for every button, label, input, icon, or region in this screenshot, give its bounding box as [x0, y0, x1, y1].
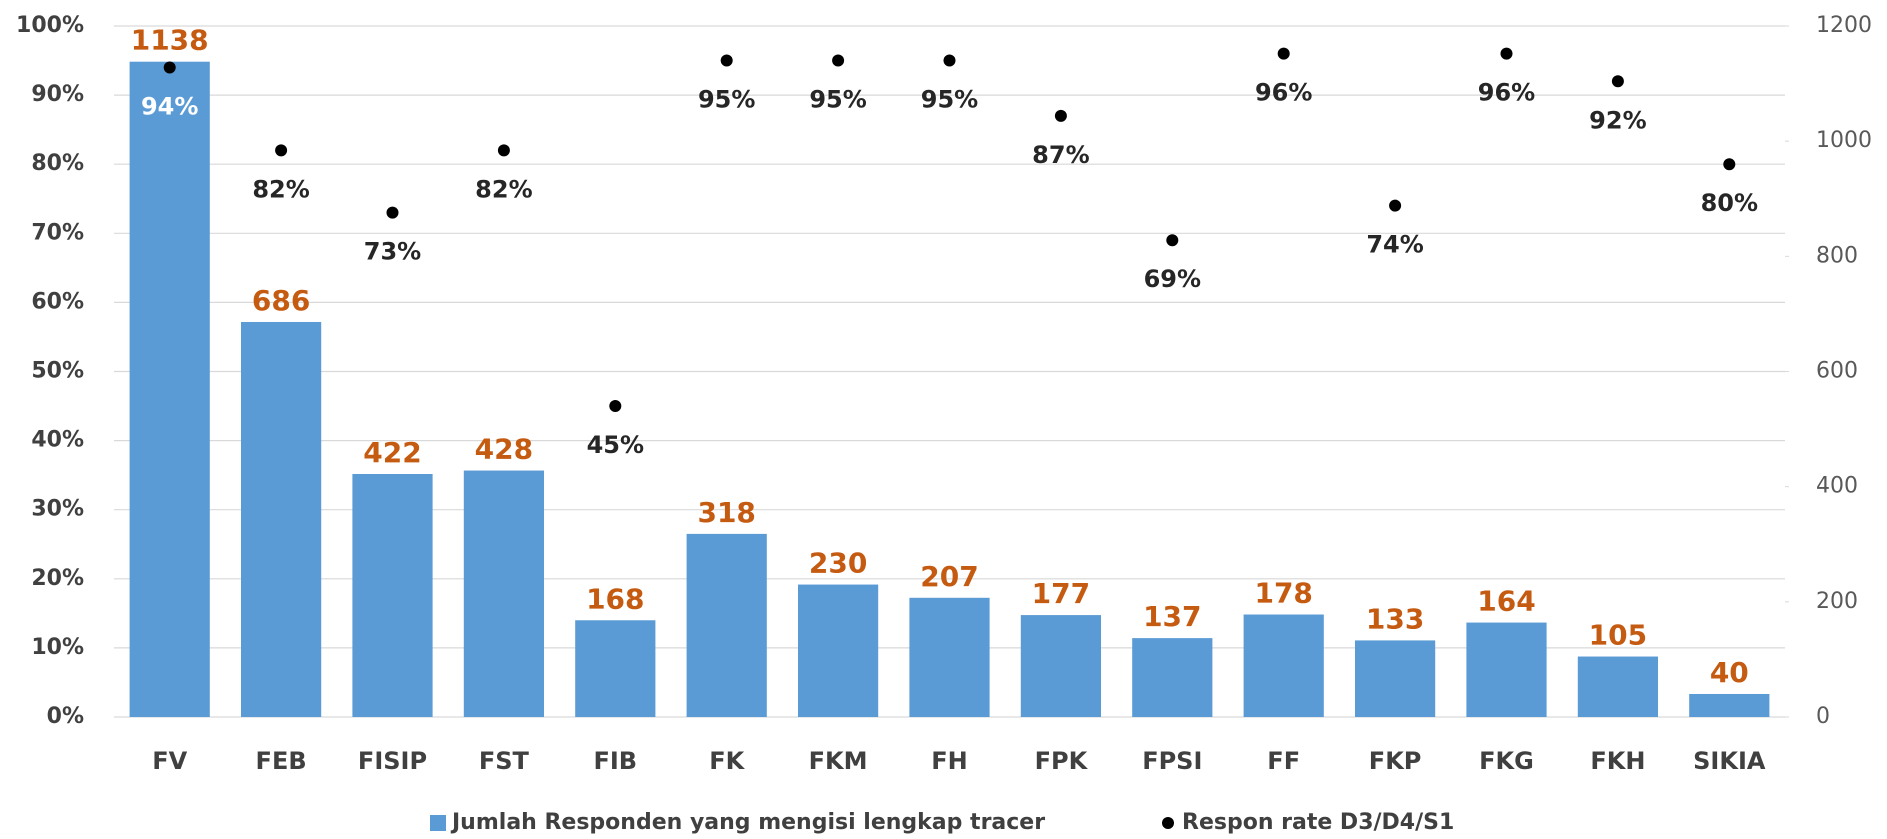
- dot: [1278, 48, 1290, 60]
- dot-value-label: 96%: [1255, 79, 1312, 107]
- dot: [944, 55, 956, 67]
- x-tick-label: FV: [152, 747, 187, 775]
- bar-value-label: 133: [1366, 602, 1424, 635]
- legend-swatch: [1162, 817, 1174, 829]
- x-tick-label: FKH: [1590, 747, 1645, 775]
- x-tick-label: FKG: [1479, 747, 1534, 775]
- dot: [1612, 75, 1624, 87]
- dot-value-label: 95%: [809, 86, 866, 114]
- dot: [498, 144, 510, 156]
- dot: [387, 207, 399, 219]
- bar-value-label: 422: [363, 436, 421, 469]
- bar: [1689, 694, 1769, 717]
- y2-tick-label: 600: [1816, 359, 1858, 384]
- y-tick-label: 0%: [47, 704, 84, 729]
- bar-value-label: 40: [1710, 656, 1749, 689]
- y-tick-label: 10%: [31, 635, 84, 660]
- dot-value-label: 69%: [1144, 265, 1201, 293]
- x-tick-label: FPSI: [1142, 747, 1202, 775]
- x-tick-label: FEB: [256, 747, 307, 775]
- dot-value-label: 73%: [364, 238, 421, 266]
- dot: [1389, 200, 1401, 212]
- legend-swatch: [430, 815, 446, 831]
- bar: [1021, 615, 1101, 717]
- y-tick-label: 50%: [31, 359, 84, 384]
- x-tick-label: FST: [479, 747, 530, 775]
- y2-tick-label: 200: [1816, 589, 1858, 614]
- dot-value-label: 95%: [921, 86, 978, 114]
- y2-tick-label: 1200: [1816, 13, 1872, 38]
- bar: [1466, 623, 1546, 717]
- x-tick-label: FF: [1267, 747, 1300, 775]
- bar-value-label: 428: [475, 433, 533, 466]
- y-tick-label: 60%: [31, 289, 84, 314]
- x-tick-label: FKM: [809, 747, 868, 775]
- bar: [464, 471, 544, 717]
- x-tick-label: FPK: [1035, 747, 1089, 775]
- y-tick-label: 80%: [31, 151, 84, 176]
- y2-tick-label: 400: [1816, 474, 1858, 499]
- bar: [909, 598, 989, 717]
- bar-value-label: 1138: [131, 24, 209, 57]
- dot: [164, 61, 176, 73]
- bar: [1578, 657, 1658, 717]
- bar-value-label: 318: [697, 496, 755, 529]
- bar-value-label: 230: [809, 547, 867, 580]
- dot: [1501, 48, 1513, 60]
- dot-value-label: 80%: [1701, 189, 1758, 217]
- dot: [1055, 110, 1067, 122]
- dot-value-label: 95%: [698, 86, 755, 114]
- bar-value-label: 178: [1254, 577, 1312, 610]
- bar: [1244, 615, 1324, 717]
- bar: [575, 620, 655, 717]
- dot: [832, 55, 844, 67]
- x-tick-label: FIB: [593, 747, 637, 775]
- y2-tick-label: 1000: [1816, 128, 1872, 153]
- bar: [1355, 640, 1435, 717]
- y-tick-label: 40%: [31, 428, 84, 453]
- dot: [1166, 234, 1178, 246]
- dot: [275, 144, 287, 156]
- bar: [1132, 638, 1212, 717]
- bar: [130, 62, 210, 717]
- dot-value-label: 96%: [1478, 79, 1535, 107]
- x-tick-label: FISIP: [358, 747, 427, 775]
- dot-value-label: 82%: [252, 175, 309, 203]
- y-tick-label: 70%: [31, 220, 84, 245]
- bar-value-label: 207: [920, 560, 978, 593]
- y-tick-label: 30%: [31, 497, 84, 522]
- legend-label: Respon rate D3/D4/S1: [1182, 810, 1454, 835]
- bar: [241, 322, 321, 717]
- legend-label: Jumlah Responden yang mengisi lengkap tr…: [450, 810, 1045, 835]
- bar-value-label: 686: [252, 284, 310, 317]
- dot: [721, 55, 733, 67]
- y2-tick-label: 800: [1816, 243, 1858, 268]
- dot-value-label: 87%: [1032, 141, 1089, 169]
- bar-value-label: 137: [1143, 600, 1201, 633]
- x-tick-label: FKP: [1369, 747, 1422, 775]
- bar: [798, 585, 878, 717]
- y2-tick-label: 0: [1816, 704, 1830, 729]
- bar-value-label: 105: [1589, 619, 1647, 652]
- bar-value-label: 177: [1032, 577, 1090, 610]
- x-tick-label: FH: [931, 747, 967, 775]
- x-tick-label: SIKIA: [1693, 747, 1766, 775]
- dot-value-label: 45%: [587, 431, 644, 459]
- bar: [352, 474, 432, 717]
- dot-value-label: 82%: [475, 175, 532, 203]
- x-tick-label: FK: [709, 747, 745, 775]
- bar: [687, 534, 767, 717]
- bar-value-label: 164: [1477, 585, 1535, 618]
- y-tick-label: 90%: [31, 82, 84, 107]
- y-tick-label: 20%: [31, 566, 84, 591]
- bar-value-label: 168: [586, 582, 644, 615]
- dot: [609, 400, 621, 412]
- dot: [1723, 158, 1735, 170]
- chart: 0% 10% 20% 30% 40% 50% 60% 70% 80% 90% 100% 0 200 400…: [0, 0, 1887, 839]
- dot-value-label: 94%: [141, 92, 198, 120]
- dot-value-label: 74%: [1366, 231, 1423, 259]
- dot-value-label: 92%: [1589, 106, 1646, 134]
- y-tick-label: 100%: [16, 13, 84, 38]
